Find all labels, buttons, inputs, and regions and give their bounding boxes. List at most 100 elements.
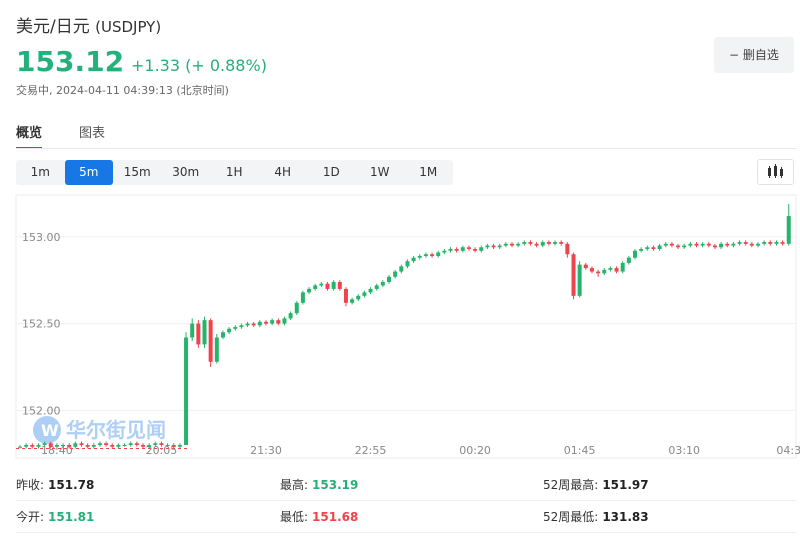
candle-body	[596, 271, 601, 274]
candle-body	[116, 445, 121, 447]
candle-body	[430, 254, 435, 256]
candle-body	[682, 245, 687, 248]
candle-icon	[768, 164, 783, 178]
candle-body	[208, 320, 213, 362]
candle-body	[589, 268, 594, 272]
chart-type-button[interactable]	[757, 159, 794, 185]
stat-value: 151.97	[602, 478, 649, 492]
candle-body	[460, 247, 465, 251]
candle-body	[719, 243, 724, 248]
stat-label: 最低:	[280, 510, 309, 524]
interval-button[interactable]: 1M	[419, 165, 438, 179]
candle-body	[479, 247, 484, 251]
price: 153.12	[16, 45, 125, 78]
candle-body	[645, 247, 650, 250]
candle-body	[663, 243, 668, 246]
candle-body	[177, 445, 182, 447]
candle-body	[73, 443, 78, 447]
candle-body	[288, 313, 293, 319]
candle-body	[54, 445, 59, 447]
status: 交易中,	[16, 84, 53, 97]
candle-body	[110, 445, 115, 447]
candle-body	[614, 268, 619, 272]
candle-body	[503, 243, 508, 246]
chart-frame	[15, 194, 797, 459]
row-divider	[16, 500, 796, 501]
candle-body	[669, 243, 674, 246]
candle-body	[491, 245, 496, 248]
watchlist-button[interactable]: − 删自选	[714, 37, 794, 73]
candle-body	[411, 257, 416, 262]
candle-body	[61, 445, 66, 446]
interval-button[interactable]: 1D	[322, 165, 340, 179]
candle-body	[571, 254, 576, 296]
candle-body	[768, 242, 773, 244]
candle-body	[393, 271, 398, 277]
interval-button[interactable]: 1H	[225, 165, 243, 179]
interval-button[interactable]: 1m	[30, 165, 50, 179]
candle-body	[331, 281, 336, 289]
candle-body	[417, 255, 422, 258]
stat-value: 151.81	[48, 510, 95, 524]
candle-body	[534, 243, 539, 246]
candle-body	[442, 250, 447, 253]
datetime: 2024-04-11 04:39:13	[56, 84, 173, 97]
candle-body	[528, 242, 533, 244]
candle-body	[319, 283, 324, 286]
candle-body	[264, 321, 268, 324]
candle-body	[214, 337, 219, 362]
stat-label: 52周最高:	[543, 478, 599, 492]
candle-body	[313, 285, 318, 289]
interval-button[interactable]: 1W	[370, 165, 390, 179]
title-row: 美元/日元 (USDJPY)	[16, 12, 161, 37]
stat: 52周最高: 151.97	[543, 476, 649, 493]
button-label: 删自选	[742, 48, 779, 62]
interval-button[interactable]: 5m	[64, 160, 113, 185]
candle-body	[762, 242, 767, 244]
candle-body	[294, 302, 299, 314]
candle-body	[233, 327, 238, 329]
symbol: (USDJPY)	[95, 18, 162, 36]
candle-body	[620, 262, 625, 272]
candle-body	[202, 320, 207, 345]
candle-body	[85, 445, 90, 447]
candle-body	[737, 242, 742, 244]
candle-body	[466, 247, 471, 250]
title: 美元/日元	[16, 17, 90, 37]
tab[interactable]: 图表	[79, 126, 106, 141]
candle-body	[436, 252, 441, 256]
candle-body	[104, 443, 109, 445]
interval-bar: 1m 5m 15m 30m 1H 4H 1D 1W 1M	[16, 160, 453, 185]
stat-value: 151.78	[48, 478, 95, 492]
candle-body	[97, 443, 102, 445]
candle-body	[516, 243, 521, 246]
interval-button[interactable]: 15m	[123, 165, 151, 179]
x-tick-label: 04:3	[776, 444, 800, 457]
candle-body	[626, 257, 631, 263]
candle-body	[282, 318, 287, 324]
candle-body	[706, 243, 711, 246]
tab[interactable]: 概览	[16, 122, 43, 149]
stat: 昨收: 151.78	[16, 476, 94, 493]
interval-button[interactable]: 30m	[172, 165, 200, 179]
candle-body	[399, 266, 404, 272]
y-tick-label: 152.00	[22, 404, 61, 417]
candle-body	[257, 321, 262, 326]
candle-body	[657, 245, 662, 250]
x-tick-label: 20:05	[146, 444, 178, 457]
candle-body	[307, 288, 312, 293]
stat-value: 153.19	[312, 478, 359, 492]
stat-label: 最高:	[280, 478, 309, 492]
interval-button[interactable]: 4H	[274, 165, 292, 179]
stat: 最高: 153.19	[280, 476, 358, 493]
candle-body	[700, 243, 705, 246]
candle-body	[405, 261, 410, 267]
candle-body	[553, 242, 558, 244]
candle-body	[712, 245, 717, 248]
candle-body	[171, 445, 176, 447]
candle-body	[153, 443, 158, 445]
candle-body	[608, 268, 613, 270]
candle-body	[559, 242, 564, 244]
x-tick-label: 03:10	[668, 444, 700, 457]
